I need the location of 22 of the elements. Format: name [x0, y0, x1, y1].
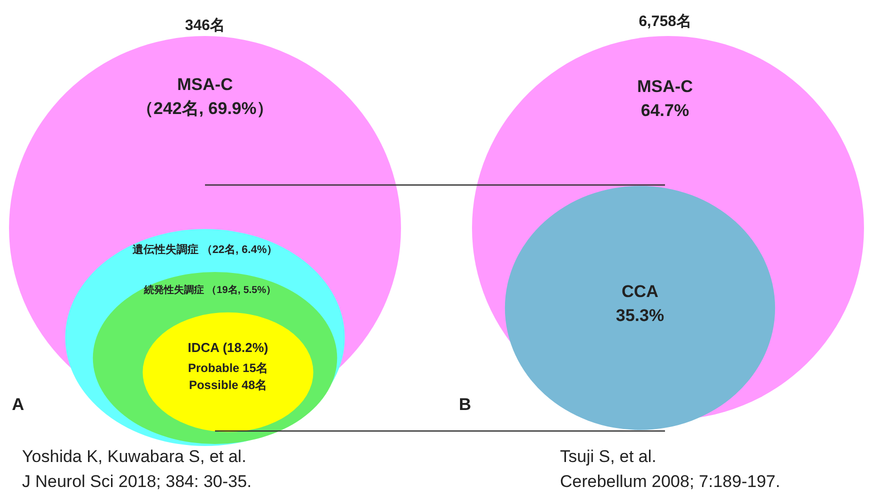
text: J Neurol Sci 2018; 384: 30-35.	[22, 472, 252, 491]
category-label: 続発性失調症	[144, 285, 204, 296]
text: Possible 48名	[188, 378, 268, 392]
category-label: MSA-C	[177, 75, 233, 94]
data-label: 64.7%	[640, 100, 690, 120]
text: Cerebellum 2008; 7:189-197.	[560, 472, 780, 491]
text: A	[12, 395, 24, 414]
text: 346名	[184, 17, 226, 34]
data-label: （19名, 5.5%）	[206, 285, 276, 296]
data-label: （22名, 6.4%）	[201, 244, 278, 256]
data-label: (18.2%)	[222, 340, 268, 355]
category-label: 遺伝性失調症	[132, 244, 198, 256]
text: 6,758名	[638, 13, 692, 30]
text: B	[458, 395, 472, 414]
text: Yoshida K, Kuwabara S, et al.	[22, 447, 246, 466]
text: Probable 15名	[188, 361, 268, 375]
category-label: IDCA	[188, 340, 220, 355]
category-label: MSA-C	[637, 77, 693, 96]
category-label: CCA	[622, 282, 658, 301]
text: Tsuji S, et al.	[560, 447, 656, 466]
data-label: （242名, 69.9%）	[136, 98, 274, 118]
data-label: 35.3%	[616, 306, 664, 325]
